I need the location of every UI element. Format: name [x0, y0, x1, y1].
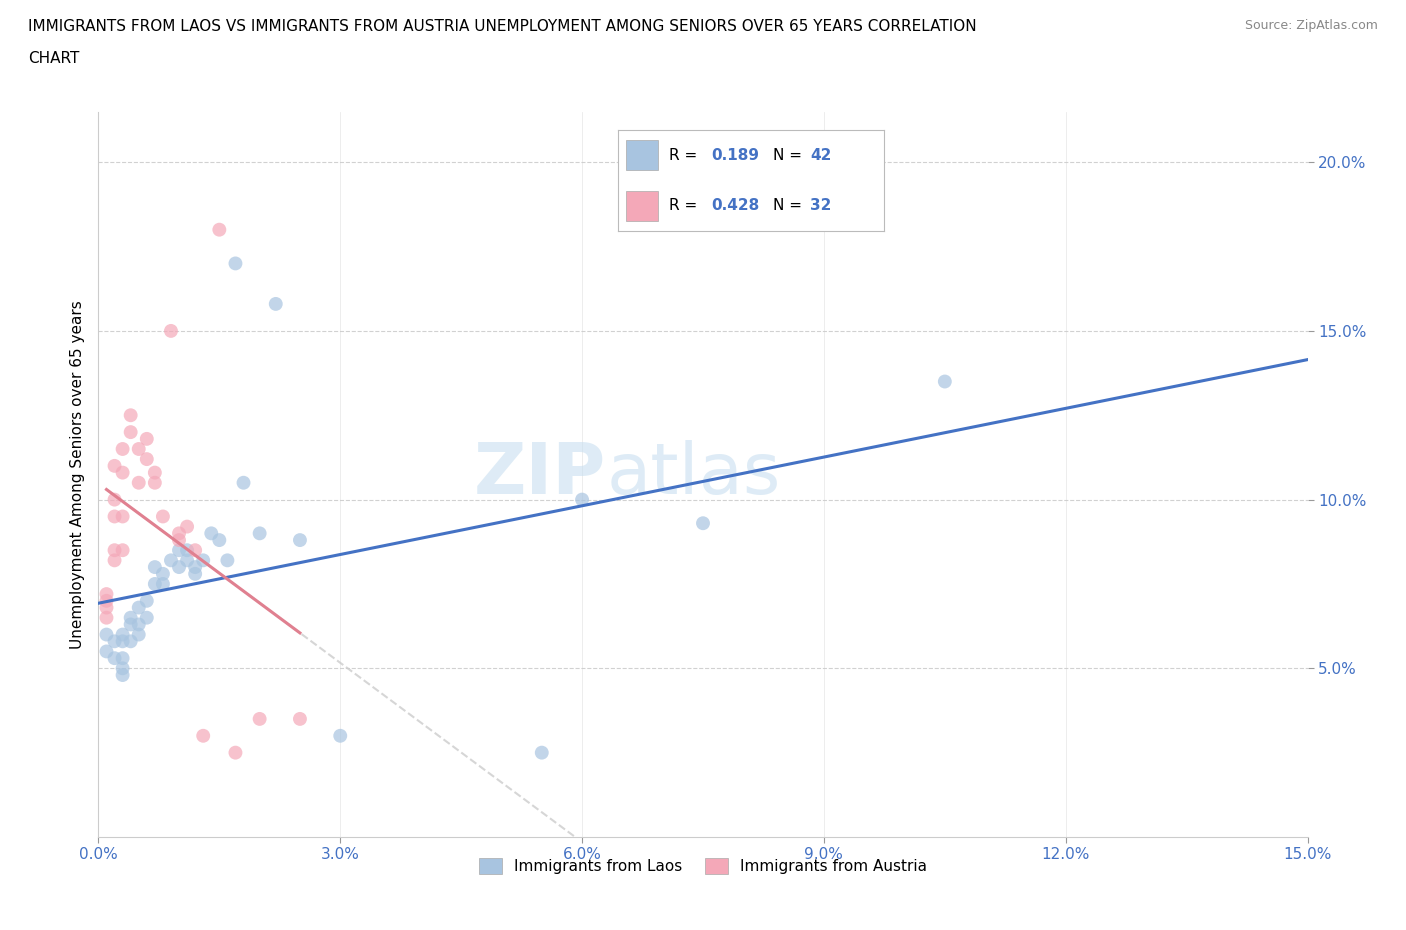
Point — [143, 577, 166, 591]
Text: atlas: atlas — [606, 440, 780, 509]
Point — [167, 560, 190, 575]
Point — [208, 222, 231, 237]
Point — [111, 668, 134, 683]
Point — [232, 475, 254, 490]
Point — [120, 634, 142, 649]
Point — [120, 408, 142, 423]
Point — [120, 610, 142, 625]
Text: IMMIGRANTS FROM LAOS VS IMMIGRANTS FROM AUSTRIA UNEMPLOYMENT AMONG SENIORS OVER : IMMIGRANTS FROM LAOS VS IMMIGRANTS FROM … — [28, 19, 977, 33]
Point — [571, 492, 593, 507]
Text: CHART: CHART — [28, 51, 80, 66]
Point — [152, 566, 174, 581]
Point — [167, 533, 190, 548]
Point — [96, 587, 118, 602]
Point — [111, 661, 134, 676]
Point — [249, 525, 271, 540]
Point — [103, 634, 125, 649]
Point — [128, 442, 150, 457]
Point — [288, 711, 311, 726]
Point — [143, 475, 166, 490]
Point — [160, 324, 183, 339]
Point — [249, 711, 271, 726]
Point — [152, 509, 174, 524]
Point — [96, 593, 118, 608]
Point — [111, 543, 134, 558]
Point — [96, 627, 118, 642]
Point — [692, 516, 714, 531]
Point — [103, 509, 125, 524]
Point — [934, 374, 956, 389]
Point — [135, 452, 157, 467]
Point — [143, 465, 166, 480]
Point — [111, 634, 134, 649]
Point — [152, 577, 174, 591]
Point — [176, 519, 198, 534]
Point — [288, 533, 311, 548]
Point — [135, 432, 157, 446]
Point — [120, 617, 142, 631]
Point — [103, 492, 125, 507]
Point — [96, 600, 118, 615]
Y-axis label: Unemployment Among Seniors over 65 years: Unemployment Among Seniors over 65 years — [69, 300, 84, 649]
Point — [111, 442, 134, 457]
Point — [103, 651, 125, 666]
Point — [160, 553, 183, 568]
Point — [224, 256, 246, 271]
Point — [530, 745, 553, 760]
Text: Source: ZipAtlas.com: Source: ZipAtlas.com — [1244, 19, 1378, 32]
Text: ZIP: ZIP — [474, 440, 606, 509]
Point — [208, 533, 231, 548]
Legend: Immigrants from Laos, Immigrants from Austria: Immigrants from Laos, Immigrants from Au… — [472, 852, 934, 880]
Point — [176, 543, 198, 558]
Point — [103, 543, 125, 558]
Point — [111, 509, 134, 524]
Point — [184, 560, 207, 575]
Point — [200, 525, 222, 540]
Point — [111, 651, 134, 666]
Point — [184, 543, 207, 558]
Point — [193, 728, 215, 743]
Point — [264, 297, 287, 312]
Point — [217, 553, 239, 568]
Point — [128, 475, 150, 490]
Point — [224, 745, 246, 760]
Point — [103, 553, 125, 568]
Point — [135, 610, 157, 625]
Point — [128, 627, 150, 642]
Point — [193, 553, 215, 568]
Point — [120, 425, 142, 440]
Point — [103, 458, 125, 473]
Point — [167, 525, 190, 540]
Point — [167, 543, 190, 558]
Point — [96, 610, 118, 625]
Point — [184, 566, 207, 581]
Point — [329, 728, 352, 743]
Point — [96, 644, 118, 658]
Point — [128, 617, 150, 631]
Point — [111, 627, 134, 642]
Point — [176, 553, 198, 568]
Point — [143, 560, 166, 575]
Point — [111, 465, 134, 480]
Point — [128, 600, 150, 615]
Point — [135, 593, 157, 608]
